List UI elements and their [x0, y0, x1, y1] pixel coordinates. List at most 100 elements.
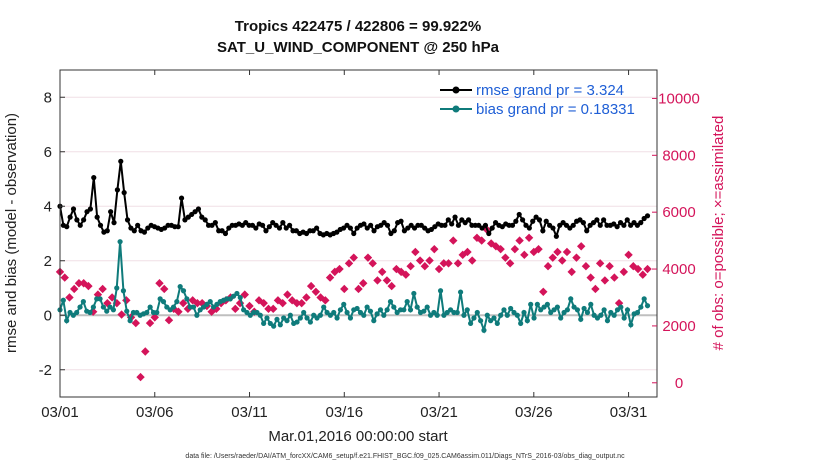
rmse-point	[111, 220, 117, 226]
y-right-tick-label: 2000	[662, 318, 695, 335]
obs-point	[325, 273, 335, 282]
obs-point	[520, 250, 529, 260]
x-tick-label: 03/21	[420, 404, 458, 421]
rmse-point	[347, 225, 353, 231]
y-tick-label: 0	[44, 307, 52, 324]
bias-point	[124, 308, 130, 314]
obs-point	[141, 347, 150, 356]
obs-series	[55, 225, 652, 382]
obs-point	[643, 264, 652, 274]
y-tick-label: 6	[44, 144, 52, 161]
obs-point	[302, 293, 311, 302]
rmse-point	[74, 217, 80, 223]
chart-title: Tropics 422475 / 422806 = 99.922%	[235, 18, 481, 35]
y-right-tick-label: 6000	[662, 204, 695, 221]
bias-point	[584, 309, 591, 316]
rmse-point	[87, 206, 93, 212]
obs-point	[321, 296, 330, 305]
legend-rmse-marker	[452, 86, 460, 94]
rmse-point	[124, 217, 131, 223]
bias-point	[114, 285, 120, 291]
rmse-point	[486, 230, 492, 237]
bias-point	[180, 288, 187, 294]
obs-point	[463, 247, 472, 257]
bias-point	[234, 290, 240, 297]
rmse-point	[445, 217, 451, 223]
bias-point	[377, 307, 384, 313]
obs-point	[269, 304, 278, 314]
obs-point	[131, 318, 141, 328]
obs-point	[586, 273, 595, 282]
bias-point	[100, 304, 106, 310]
obs-point	[283, 290, 292, 299]
bias-point	[257, 312, 263, 318]
bias-point	[344, 309, 350, 316]
bias-point	[80, 299, 86, 305]
rmse-point	[550, 225, 556, 231]
rmse-point	[70, 206, 77, 212]
bias-point	[601, 307, 607, 313]
obs-point	[354, 284, 363, 294]
x-axis: 03/01 03/06 03/11 03/16 03/21 03/26 03/31	[41, 70, 647, 421]
obs-point	[155, 279, 164, 288]
obs-point	[178, 298, 188, 308]
bias-point	[317, 312, 323, 318]
rmse-point	[287, 222, 293, 228]
obs-point	[600, 276, 610, 285]
rmse-point	[597, 222, 603, 228]
bias-point	[287, 312, 293, 318]
obs-point	[529, 247, 539, 257]
obs-point	[576, 242, 586, 251]
rmse-point	[536, 217, 543, 223]
bias-point	[110, 307, 117, 313]
rmse-point	[553, 233, 559, 239]
bias-point	[508, 305, 514, 312]
obs-point	[624, 250, 633, 260]
rmse-point	[361, 221, 367, 227]
x-tick-label: 03/31	[610, 404, 648, 421]
rmse-point	[584, 228, 590, 234]
bias-point	[474, 309, 480, 316]
legend: rmse grand pr = 3.324 bias grand pr = 0.…	[440, 82, 635, 118]
rmse-point	[371, 228, 377, 234]
rmse-point	[624, 217, 630, 223]
bias-point	[491, 315, 497, 321]
bias-point	[471, 315, 477, 321]
bias-point	[604, 318, 611, 324]
obs-point	[581, 262, 591, 271]
bias-point	[64, 318, 70, 324]
bias-point	[60, 297, 66, 303]
obs-point	[406, 262, 415, 271]
bias-point	[498, 312, 504, 318]
obs-point	[349, 253, 358, 262]
bias-point	[414, 304, 420, 310]
rmse-point	[222, 230, 229, 237]
rmse-point	[391, 228, 397, 234]
rmse-point	[94, 214, 100, 220]
bias-point	[628, 322, 634, 328]
rmse-point	[509, 222, 516, 228]
bias-point	[321, 304, 327, 310]
bias-point	[404, 299, 410, 305]
obs-point	[344, 259, 354, 268]
obs-point	[614, 298, 624, 308]
x-tick-label: 03/01	[41, 404, 79, 421]
bias-point	[170, 304, 177, 310]
bias-point	[284, 318, 290, 324]
y-axis-right: 0 2000 4000 6000 8000 10000	[652, 90, 700, 392]
bias-point	[237, 294, 243, 301]
bias-point	[271, 323, 277, 329]
bias-point	[97, 296, 103, 302]
rmse-point	[121, 190, 127, 196]
bias-point	[117, 239, 123, 245]
y-right-tick-label: 4000	[662, 261, 695, 278]
bias-point	[194, 312, 200, 318]
y-right-tick-label: 0	[675, 375, 683, 392]
rmse-point	[482, 222, 489, 228]
rmse-point	[449, 221, 455, 227]
y-tick-label: 2	[44, 253, 52, 270]
bias-point	[554, 304, 560, 310]
plot-area	[60, 70, 657, 397]
bias-point	[174, 299, 180, 305]
bias-point	[371, 318, 377, 324]
